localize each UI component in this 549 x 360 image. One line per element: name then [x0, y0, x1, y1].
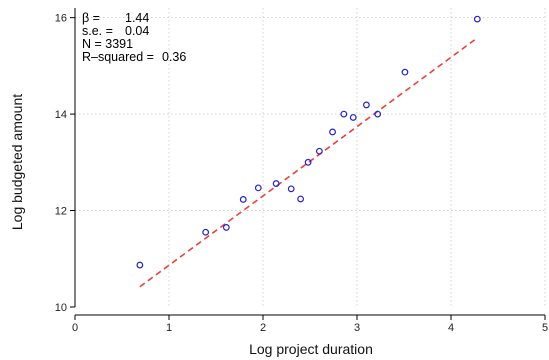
x-tick-label: 1 — [166, 322, 172, 334]
beta-value: 1.44 — [125, 11, 149, 25]
regression-line — [139, 37, 478, 288]
points-layer — [136, 15, 481, 269]
data-point — [329, 128, 336, 136]
data-point — [473, 15, 481, 23]
r2-value: 0.36 — [162, 50, 186, 64]
se-label: s.e. = — [82, 24, 113, 38]
se-value: 0.04 — [125, 24, 149, 38]
x-tick-label: 4 — [448, 322, 454, 334]
data-point — [287, 185, 295, 193]
n-text: N = 3391 — [82, 37, 133, 51]
stats-annotation: β = 1.44 s.e. = 0.04 N = 3391 R–squared … — [82, 11, 186, 64]
data-point — [340, 110, 348, 118]
y-tick-label: 12 — [55, 206, 67, 218]
data-point — [222, 224, 230, 231]
data-point — [136, 261, 144, 269]
data-point — [316, 147, 323, 155]
data-point — [272, 180, 280, 187]
data-point — [202, 228, 210, 236]
grid-layer — [75, 8, 546, 307]
fit-line-layer — [139, 37, 478, 288]
beta-label: β = — [82, 11, 100, 25]
data-point — [254, 184, 262, 192]
x-tick-label: 0 — [72, 322, 78, 334]
data-point — [297, 195, 305, 203]
data-point — [363, 101, 370, 109]
data-point — [349, 114, 357, 121]
data-point — [374, 110, 382, 118]
x-tick-label: 2 — [260, 322, 266, 334]
x-axis-title: Log project duration — [249, 341, 373, 357]
data-point — [401, 68, 409, 76]
y-axis-title: Log budgeted amount — [9, 94, 25, 230]
x-tick-label: 5 — [542, 322, 548, 334]
y-tick-label: 10 — [55, 302, 67, 314]
r2-label: R–squared = — [82, 50, 154, 64]
x-tick-label: 3 — [354, 322, 360, 334]
data-point — [304, 158, 312, 166]
y-tick-label: 14 — [55, 109, 67, 121]
y-tick-label: 16 — [55, 13, 67, 25]
data-point — [239, 196, 247, 203]
